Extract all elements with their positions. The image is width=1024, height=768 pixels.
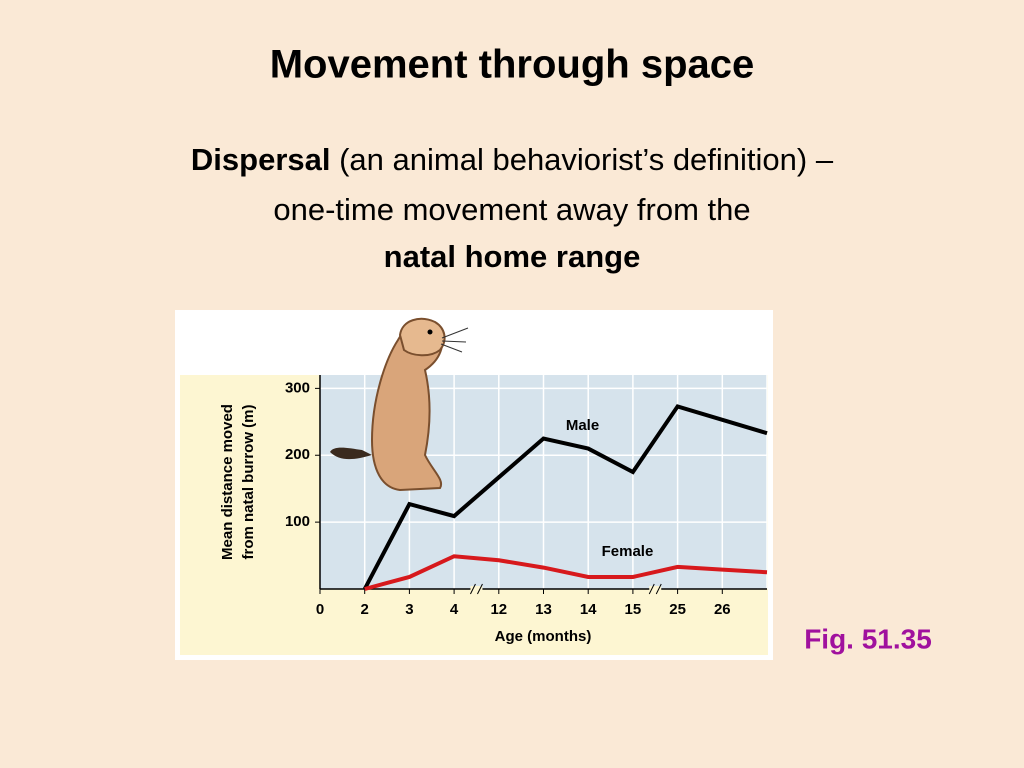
axis-break-gap xyxy=(470,586,483,592)
axis-break-gap xyxy=(649,586,662,592)
text-line: natal home range xyxy=(384,239,641,274)
axis-break xyxy=(648,583,655,595)
y-tick-label: 300 xyxy=(285,379,310,396)
y-axis-label: Mean distance moved xyxy=(219,404,236,560)
axis-break xyxy=(655,583,662,595)
text-line: one-time movement away from the xyxy=(273,192,750,227)
chart: 0 2 3 4 12 13 14 15 25 26 100 200 300 Age (months) Mea… xyxy=(175,310,773,660)
axis-break xyxy=(477,583,483,595)
x-tick-label: 4 xyxy=(450,601,459,618)
series-line xyxy=(364,554,768,591)
illustration xyxy=(330,317,469,492)
x-tick-label: 3 xyxy=(405,601,413,618)
term: Dispersal xyxy=(191,142,331,177)
series-label: Male xyxy=(566,417,599,434)
x-tick-label: 12 xyxy=(490,601,507,618)
slide-title: Movement through space xyxy=(270,43,755,87)
x-axis-label: Age (months) xyxy=(495,628,592,645)
animal-tail xyxy=(330,447,372,460)
x-tick-label: 2 xyxy=(361,601,369,618)
definition: (an animal behaviorist’s definition) – xyxy=(339,142,834,177)
x-tick-label: 25 xyxy=(669,601,686,618)
figure-label: Fig. 51.35 xyxy=(804,623,932,654)
series-line xyxy=(362,404,768,590)
x-tick-label: 13 xyxy=(535,601,552,618)
axis-break xyxy=(470,583,476,595)
x-tick-label: 26 xyxy=(714,601,731,618)
text-line: Dispersal (an animal behaviorist’s defin… xyxy=(191,142,834,177)
x-tick-label: 14 xyxy=(580,601,597,618)
series-label: Female xyxy=(602,543,654,560)
x-tick-label: 15 xyxy=(625,601,642,618)
y-tick-label: 200 xyxy=(285,446,310,463)
animal-eye xyxy=(427,329,433,335)
animal-whiskers xyxy=(440,327,469,353)
y-axis-label: from natal burrow (m) xyxy=(240,404,257,559)
y-tick-label: 100 xyxy=(285,513,310,530)
animal-head xyxy=(398,317,446,357)
x-tick-label: 0 xyxy=(316,601,324,618)
